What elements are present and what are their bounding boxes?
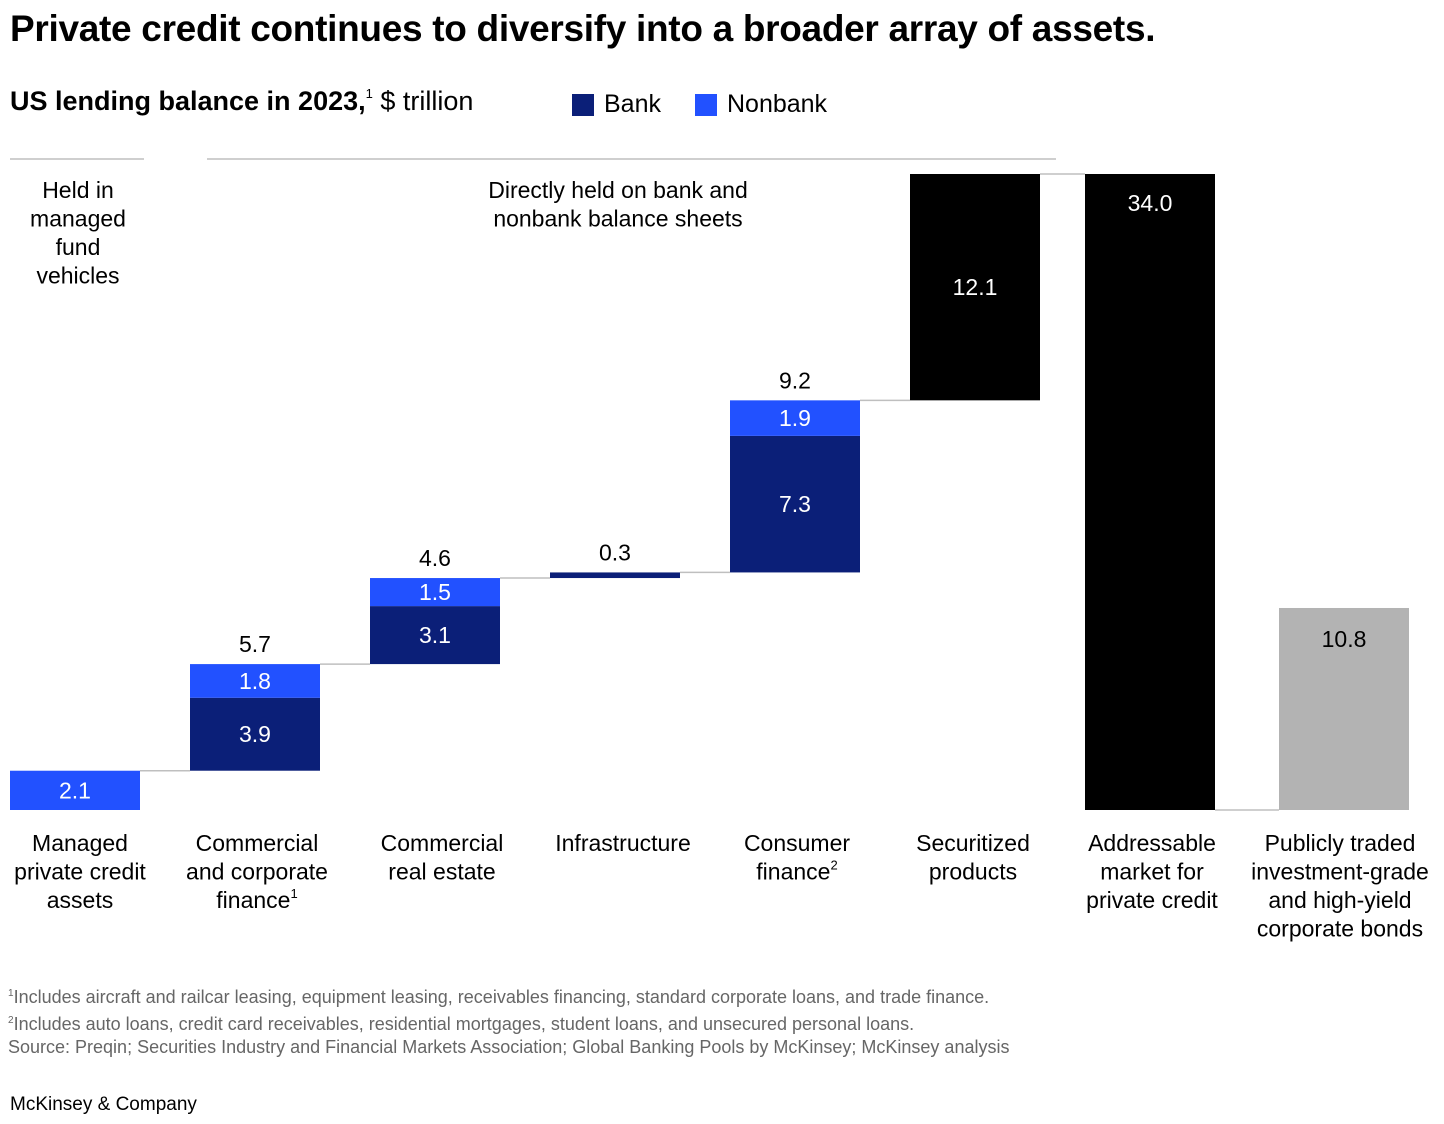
- bar-commercial-corporate-finance-seg-1: [190, 664, 320, 698]
- data-label-commercial-real-estate-0: 3.1: [419, 622, 451, 648]
- subtitle-sup: 1: [365, 86, 373, 101]
- total-label-commercial-real-estate: 4.6: [419, 545, 451, 571]
- group-label-held: Held in managed fund vehicles: [30, 177, 126, 289]
- category-label-consumer-finance: Consumer finance2: [744, 830, 850, 885]
- category-label-infrastructure: Infrastructure: [555, 830, 691, 856]
- data-label-commercial-corporate-finance-1: 1.8: [239, 668, 271, 694]
- subtitle-bold: US lending balance in 2023,: [10, 86, 366, 116]
- category-label-public-bonds: Publicly traded investment-grade and high-…: [1251, 830, 1429, 942]
- bar-consumer-finance-seg-1: [730, 400, 860, 436]
- legend-label-nonbank: Nonbank: [726, 90, 828, 118]
- bar-securitized-products-seg-0: [910, 174, 1040, 401]
- data-label-securitized-products-0: 12.1: [953, 274, 998, 300]
- bar-managed-private-credit-seg-0: [10, 770, 140, 810]
- data-label-consumer-finance-1: 1.9: [779, 405, 811, 431]
- footnote-source: Source: Preqin; Securities Industry and …: [8, 1037, 1010, 1057]
- bar-public-bonds-seg-0: [1279, 607, 1409, 810]
- legend: Bank Nonbank: [572, 90, 861, 119]
- bar-commercial-corporate-finance-seg-0: [190, 697, 320, 771]
- chart-subtitle: US lending balance in 2023,1 $ trillion: [10, 86, 473, 117]
- data-label-consumer-finance-0: 7.3: [779, 491, 811, 517]
- footnote-2: 2Includes auto loans, credit card receiv…: [8, 1014, 915, 1034]
- group-label-direct: Directly held on bank and nonbank balance…: [488, 177, 748, 232]
- legend-label-bank: Bank: [604, 90, 661, 118]
- legend-item-bank: Bank: [572, 90, 661, 119]
- total-label-consumer-finance: 9.2: [779, 367, 811, 393]
- bar-commercial-real-estate-seg-0: [370, 606, 500, 665]
- category-label-commercial-corporate-finance: Commercial and corporate finance1: [186, 830, 328, 913]
- legend-swatch-nonbank: [694, 93, 717, 116]
- bar-commercial-real-estate-seg-1: [370, 578, 500, 607]
- bar-consumer-finance-seg-0: [730, 435, 860, 573]
- category-label-securitized-products: Securitized products: [916, 830, 1030, 885]
- total-label-infrastructure: 0.3: [599, 539, 631, 565]
- bar-infrastructure-seg-0: [550, 572, 680, 579]
- data-label-addressable-market-0: 34.0: [1128, 190, 1173, 216]
- data-label-commercial-corporate-finance-0: 3.9: [239, 721, 271, 747]
- data-label-public-bonds-0: 10.8: [1322, 626, 1367, 652]
- chart-title: Private credit continues to diversify in…: [10, 8, 1156, 49]
- footnotes: 1Includes aircraft and railcar leasing, …: [8, 982, 1009, 1059]
- brand-logo-text: McKinsey & Company: [10, 1094, 197, 1115]
- legend-item-nonbank: Nonbank: [694, 90, 828, 119]
- category-label-addressable-market: Addressable market for private credit: [1086, 830, 1218, 913]
- subtitle-unit: $ trillion: [380, 86, 474, 116]
- footnote-1: 1Includes aircraft and railcar leasing, …: [8, 987, 990, 1007]
- bar-addressable-market-seg-0: [1085, 174, 1215, 810]
- legend-swatch-bank: [572, 93, 594, 116]
- category-label-managed-private-credit: Managed private credit assets: [14, 830, 146, 913]
- total-label-commercial-corporate-finance: 5.7: [239, 631, 271, 657]
- data-label-commercial-real-estate-1: 1.5: [419, 579, 451, 605]
- waterfall-chart: Held in managed fund vehicles Directly held …: [10, 158, 1429, 942]
- category-label-commercial-real-estate: Commercial real estate: [381, 830, 504, 885]
- data-label-managed-private-credit-0: 2.1: [59, 777, 91, 803]
